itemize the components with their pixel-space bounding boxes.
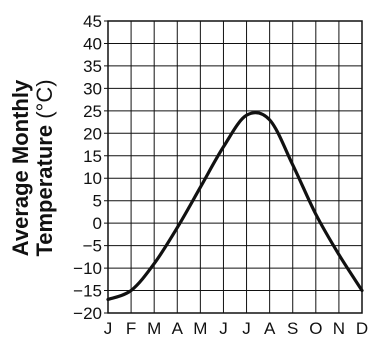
y-tick-label: 40 bbox=[83, 34, 102, 53]
x-tick-label: A bbox=[264, 319, 276, 338]
y-tick-label: 0 bbox=[93, 214, 102, 233]
y-tick-label: −5 bbox=[83, 237, 102, 256]
x-tick-label: S bbox=[287, 319, 298, 338]
y-tick-label: −20 bbox=[73, 304, 102, 323]
x-tick-label: J bbox=[242, 319, 251, 338]
series-line bbox=[106, 110, 364, 302]
x-tick-label: O bbox=[309, 319, 322, 338]
y-axis-label-line1: Average Monthly bbox=[8, 79, 33, 256]
y-axis-label-quantity: Temperature bbox=[32, 125, 57, 257]
x-tick-label: D bbox=[356, 319, 368, 338]
x-tick-label: M bbox=[147, 319, 161, 338]
y-tick-label: −15 bbox=[73, 282, 102, 301]
x-tick-label: A bbox=[172, 319, 184, 338]
y-tick-label: 30 bbox=[83, 79, 102, 98]
y-tick-label: 10 bbox=[83, 169, 102, 188]
y-tick-label: 15 bbox=[83, 147, 102, 166]
x-tick-label: M bbox=[193, 319, 207, 338]
y-tick-label: 5 bbox=[93, 192, 102, 211]
y-tick-label: 20 bbox=[83, 124, 102, 143]
y-tick-label: 25 bbox=[83, 102, 102, 121]
x-tick-label: J bbox=[104, 319, 113, 338]
y-tick-label: −10 bbox=[73, 259, 102, 278]
grid bbox=[104, 20, 363, 314]
y-axis-label-line2: Temperature (°C) bbox=[32, 79, 57, 256]
y-tick-label: 35 bbox=[83, 57, 102, 76]
y-tick-labels: −20 −15 −10 −5 0 5 10 15 20 25 30 35 40 45 bbox=[73, 12, 102, 323]
x-tick-label: N bbox=[333, 319, 345, 338]
x-tick-label: F bbox=[126, 319, 136, 338]
y-axis-label: Average Monthly Temperature (°C) bbox=[8, 79, 57, 257]
y-tick-label: 45 bbox=[83, 12, 102, 31]
x-tick-label: J bbox=[219, 319, 228, 338]
y-axis-label-unit: (°C) bbox=[32, 79, 57, 124]
plot-frame bbox=[107, 20, 363, 314]
